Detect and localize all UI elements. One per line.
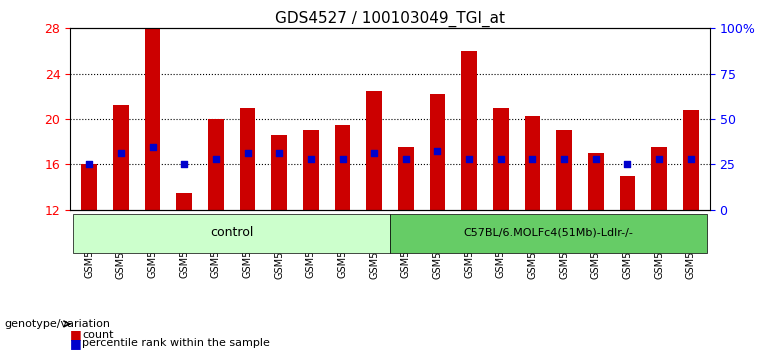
Point	[115, 150, 127, 156]
Text: genotype/variation: genotype/variation	[4, 319, 110, 329]
Bar	[682, 110, 699, 210]
Point	[526, 156, 539, 161]
Bar	[367, 91, 382, 210]
Point	[463, 156, 475, 161]
Bar	[493, 108, 509, 210]
Point	[83, 161, 95, 167]
Point	[495, 156, 507, 161]
Point	[399, 156, 412, 161]
Bar	[651, 147, 667, 210]
Point	[621, 161, 633, 167]
Point	[241, 150, 254, 156]
Point	[305, 156, 317, 161]
Point	[590, 156, 602, 161]
Point	[368, 150, 381, 156]
Bar	[619, 176, 636, 210]
Bar	[239, 108, 255, 210]
Text: C57BL/6.MOLFc4(51Mb)-Ldlr-/-: C57BL/6.MOLFc4(51Mb)-Ldlr-/-	[463, 227, 633, 237]
Bar	[81, 164, 98, 210]
Bar	[430, 94, 445, 210]
Bar	[176, 193, 192, 210]
Text: control: control	[210, 226, 254, 239]
FancyBboxPatch shape	[73, 214, 390, 253]
Bar	[461, 51, 477, 210]
Bar	[556, 130, 572, 210]
Title: GDS4527 / 100103049_TGI_at: GDS4527 / 100103049_TGI_at	[275, 11, 505, 27]
Point	[558, 156, 570, 161]
Bar	[144, 28, 161, 210]
FancyBboxPatch shape	[390, 214, 707, 253]
Bar	[335, 125, 350, 210]
Point	[147, 144, 159, 150]
Bar	[588, 153, 604, 210]
Point	[685, 156, 697, 161]
Bar	[303, 130, 319, 210]
Bar	[113, 105, 129, 210]
Text: ■: ■	[70, 328, 82, 341]
Bar	[525, 115, 541, 210]
Text: ■: ■	[70, 337, 82, 350]
Point	[431, 148, 444, 154]
Point	[178, 161, 190, 167]
Point	[653, 156, 665, 161]
Bar	[271, 135, 287, 210]
Bar	[208, 119, 224, 210]
Text: count: count	[82, 330, 113, 339]
Bar	[398, 147, 413, 210]
Point	[210, 156, 222, 161]
Point	[336, 156, 349, 161]
Text: percentile rank within the sample: percentile rank within the sample	[82, 338, 270, 348]
Point	[273, 150, 285, 156]
